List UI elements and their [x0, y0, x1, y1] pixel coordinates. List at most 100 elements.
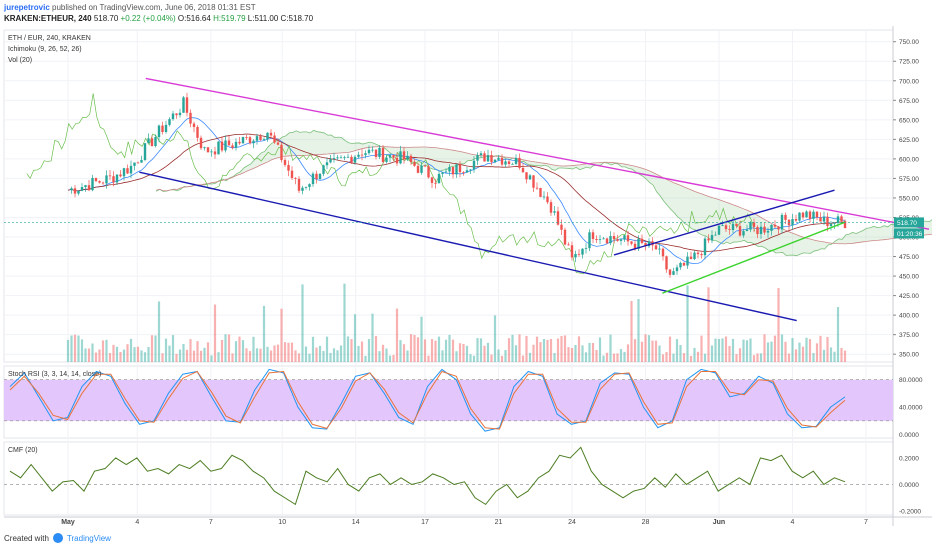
author-link[interactable]: jurepetrovic [4, 3, 50, 12]
candle-body [203, 147, 206, 149]
volume-bar [378, 351, 381, 362]
candle-body [150, 138, 154, 146]
volume-bar [287, 342, 290, 362]
volume-bar [416, 337, 420, 362]
candle-body [273, 135, 276, 143]
volume-bar [616, 353, 619, 362]
stoch-y-label: 80.0000 [899, 377, 923, 384]
candle-body [241, 137, 245, 144]
volume-bar [759, 353, 763, 362]
candle-body [612, 236, 616, 240]
y-tick-label: 425.00 [899, 293, 919, 300]
volume-bar [560, 336, 563, 362]
countdown-label: 01:20:36 [897, 231, 923, 238]
volume-bar [283, 342, 287, 362]
volume-bar [763, 334, 766, 362]
candle-body [833, 222, 836, 224]
volume-bar [633, 339, 637, 362]
candle-body [598, 239, 602, 241]
x-tick-label: 7 [864, 519, 868, 526]
candle-body [206, 147, 210, 153]
volume-bar [77, 335, 80, 362]
volume-bar [556, 338, 560, 362]
candle-body [70, 188, 73, 191]
candle-body [437, 173, 441, 184]
volume-bar [409, 334, 413, 362]
tradingview-brand[interactable]: TradingView [66, 533, 111, 543]
last-price-badge [894, 217, 924, 228]
candle-body [574, 253, 577, 258]
volume-bar [651, 340, 654, 362]
volume-bar [672, 353, 675, 362]
volume-bar [752, 355, 756, 362]
candle-body [399, 151, 402, 164]
volume-bar [595, 350, 598, 362]
candle-body [714, 234, 717, 236]
candle-body [406, 155, 409, 160]
candle-body [679, 262, 682, 268]
candle-body [420, 165, 423, 173]
candle-body [189, 112, 192, 124]
candle-body [668, 269, 672, 275]
candle-body [175, 113, 178, 116]
created-with-text: Created with [4, 533, 49, 543]
volume-bar [742, 339, 745, 362]
volume-bar [280, 308, 283, 362]
y-tick-label: 575.00 [899, 176, 919, 183]
candle-body [133, 162, 136, 166]
candle-body [105, 175, 108, 184]
volume-bar [766, 342, 770, 362]
volume-bar [532, 344, 535, 362]
close-text: C:518.70 [280, 14, 314, 23]
volume-bar [553, 353, 556, 362]
candle-body [556, 211, 560, 225]
volume-bar [486, 342, 490, 362]
candle-body [455, 164, 458, 175]
candle-body [168, 119, 171, 125]
volume-bar [448, 334, 451, 362]
volume-bar [395, 308, 399, 362]
volume-bar [427, 355, 430, 362]
volume-bar [822, 349, 826, 362]
volume-bar [325, 336, 329, 362]
volume-bar [801, 346, 805, 362]
volume-bar [273, 345, 276, 362]
candle-body [346, 156, 350, 158]
volume-bar [630, 300, 633, 362]
candle-body [836, 216, 840, 223]
candle-body [217, 141, 220, 155]
volume-bar [315, 347, 318, 362]
volume-bar [388, 355, 392, 362]
volume-bar [437, 336, 441, 362]
candle-body [343, 157, 346, 159]
volume-bar [574, 344, 577, 362]
candle-body [154, 137, 157, 146]
volume-bar [374, 336, 378, 362]
stoch-y-label: 40.0000 [899, 405, 923, 412]
candle-body [161, 125, 164, 133]
candle-body [798, 212, 801, 221]
candle-body [707, 238, 710, 241]
candle-body [770, 224, 773, 231]
candle-body [476, 155, 479, 161]
candle-body [504, 161, 507, 165]
candle-body [647, 241, 651, 247]
volume-bar [840, 347, 843, 362]
volume-bar [791, 338, 794, 362]
volume-bar [178, 349, 182, 362]
volume-bar [385, 348, 388, 362]
candle-body [696, 252, 700, 255]
volume-bar [661, 354, 665, 362]
volume-bar [707, 287, 710, 362]
low-text: L:511.00 [247, 14, 279, 23]
volume-bar [84, 348, 87, 362]
volume-bar [346, 336, 350, 362]
x-tick-label: 14 [352, 519, 360, 526]
candle-body [413, 162, 416, 166]
open-text: O:516.64 [177, 14, 211, 23]
candle-body [458, 164, 462, 173]
volume-bar [297, 353, 301, 362]
volume-bar [745, 340, 749, 362]
volume-bar [570, 347, 574, 362]
